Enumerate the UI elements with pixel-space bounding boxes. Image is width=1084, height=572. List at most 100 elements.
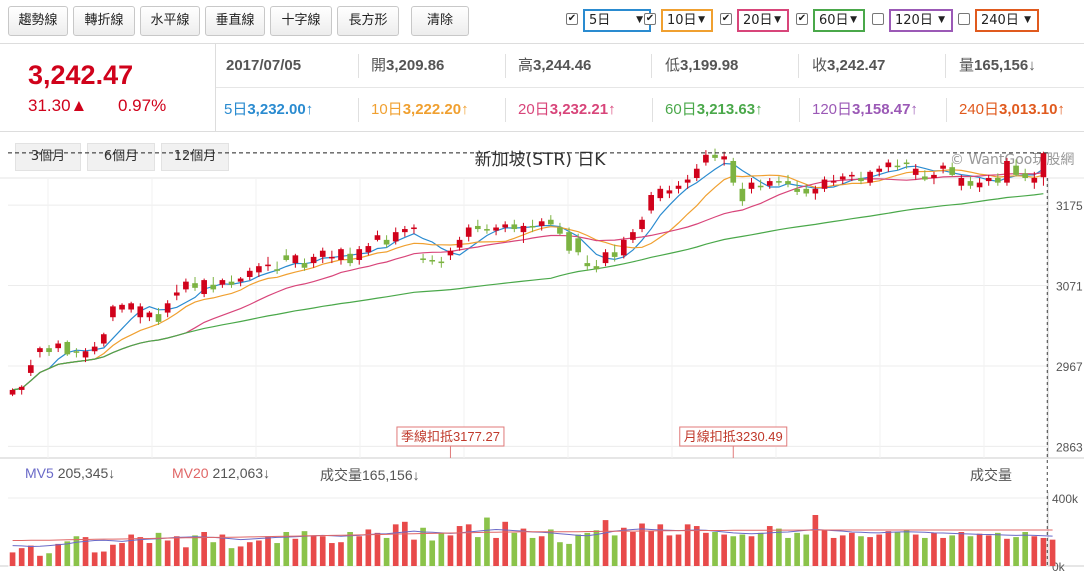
candle-body <box>922 176 928 180</box>
volume-bar <box>201 532 207 566</box>
candle-body <box>730 160 737 183</box>
rectangle-button[interactable]: 長方形 <box>337 6 399 36</box>
vertical-line-button[interactable]: 垂直線 <box>205 6 265 36</box>
volume-bar <box>967 536 974 566</box>
candle-body <box>310 256 317 264</box>
price-tick-label: 2967 <box>1056 360 1083 374</box>
ma-checkbox-3[interactable]: ✔ <box>796 13 808 25</box>
candle-body <box>347 253 353 264</box>
volume-bar <box>164 540 171 566</box>
volume-bar <box>173 536 180 566</box>
candle-body <box>976 182 983 188</box>
volume-bar <box>903 530 910 566</box>
ma-period-select-5[interactable]: 240日 ▼ <box>975 9 1039 32</box>
candle-body <box>91 346 98 352</box>
price-summary: 3,242.47 31.30▲ 0.97% <box>8 44 216 132</box>
ma-period-label: 10日 <box>667 13 697 28</box>
clear-button[interactable]: 清除 <box>411 6 469 36</box>
volume-bar <box>994 532 1001 566</box>
ma-checkbox-0[interactable]: ✔ <box>566 13 578 25</box>
candle-body <box>27 365 34 373</box>
candle-body <box>821 179 828 189</box>
volume-bar <box>27 545 34 566</box>
ma-checkbox-1[interactable]: ✔ <box>644 13 656 25</box>
volume-bar <box>657 524 664 566</box>
ma-period-select-0[interactable]: 5日 ▼ <box>583 9 651 32</box>
candle-body <box>748 182 755 189</box>
volume-bar <box>46 553 52 566</box>
volume-bar <box>411 539 417 566</box>
ma-value-2: 20日3,232.21↑ <box>518 101 616 118</box>
chevron-down-icon: ▼ <box>938 15 945 25</box>
volume-bar <box>119 543 125 566</box>
volume-bar <box>474 537 481 566</box>
price-change-percent: 0.97% <box>118 96 167 115</box>
volume-bar <box>611 535 618 566</box>
candle-body <box>64 341 71 355</box>
volume-bar <box>155 532 162 566</box>
volume-bar <box>776 528 782 566</box>
volume-bar <box>301 531 308 566</box>
volume-bar <box>456 526 463 566</box>
candle-body <box>684 179 691 183</box>
candle-body <box>602 252 609 264</box>
candle-body <box>119 304 125 310</box>
candle-body <box>1031 178 1038 183</box>
candle-body <box>46 348 52 353</box>
volume-bar <box>192 535 198 566</box>
ma-checkbox-2[interactable]: ✔ <box>720 13 732 25</box>
horizontal-line-button[interactable]: 水平線 <box>140 6 200 36</box>
volume-bar <box>849 532 855 566</box>
volume-bar <box>137 537 144 566</box>
ma-value-4: 120日3,158.47↑ <box>812 101 918 118</box>
candle-body <box>383 239 390 245</box>
price-tick-label: 2863 <box>1056 440 1083 454</box>
candle-body <box>693 168 700 178</box>
volume-bar <box>420 527 426 566</box>
volume-bar <box>1004 538 1010 566</box>
crosshair-button[interactable]: 十字線 <box>270 6 332 36</box>
turning-line-button[interactable]: 轉折線 <box>73 6 135 36</box>
last-price: 3,242.47 <box>28 60 134 90</box>
candle-body <box>520 225 527 233</box>
ma-period-select-3[interactable]: 60日 ▼ <box>813 9 865 32</box>
volume-bar <box>18 548 25 566</box>
ma-period-select-1[interactable]: 10日 ▼ <box>661 9 713 32</box>
trendline-button[interactable]: 趨勢線 <box>8 6 68 36</box>
candle-body <box>1013 165 1019 175</box>
candle-body <box>712 154 718 158</box>
volume-bar <box>620 527 627 566</box>
ma-checkbox-4[interactable] <box>872 13 884 25</box>
volume-bar <box>73 536 80 566</box>
volume-bar <box>274 543 280 566</box>
candle-body <box>146 312 153 318</box>
ma-value-1: 10日3,222.20↑ <box>371 101 469 118</box>
candle-body <box>1004 160 1010 183</box>
candle-body <box>429 259 436 262</box>
volume-bar <box>602 520 609 566</box>
candle-body <box>164 303 171 313</box>
candle-body <box>256 266 262 273</box>
ma-period-select-2[interactable]: 20日 ▼ <box>737 9 789 32</box>
candle-body <box>55 343 62 349</box>
ma-checkbox-5[interactable] <box>958 13 970 25</box>
volume-bar <box>557 542 563 566</box>
ma-period-select-4[interactable]: 120日 ▼ <box>889 9 953 32</box>
candle-body <box>876 168 883 172</box>
candle-body <box>830 181 837 183</box>
range-6-months-button[interactable]: 6個月 <box>87 143 155 171</box>
candle-body <box>994 178 1001 183</box>
volume-bar <box>712 532 718 566</box>
candle-body <box>630 232 636 240</box>
chevron-down-icon: ▼ <box>698 15 705 25</box>
volume-bar <box>110 544 116 566</box>
volume-bar <box>821 530 828 566</box>
candle-body <box>566 232 572 251</box>
volume-bar <box>55 543 62 566</box>
volume-bar <box>82 537 89 566</box>
ma-value-5: 240日3,013.10↑ <box>959 101 1065 118</box>
candle-body <box>985 178 992 182</box>
low-value: 低3,199.98 <box>665 57 739 74</box>
candle-body <box>110 306 116 318</box>
